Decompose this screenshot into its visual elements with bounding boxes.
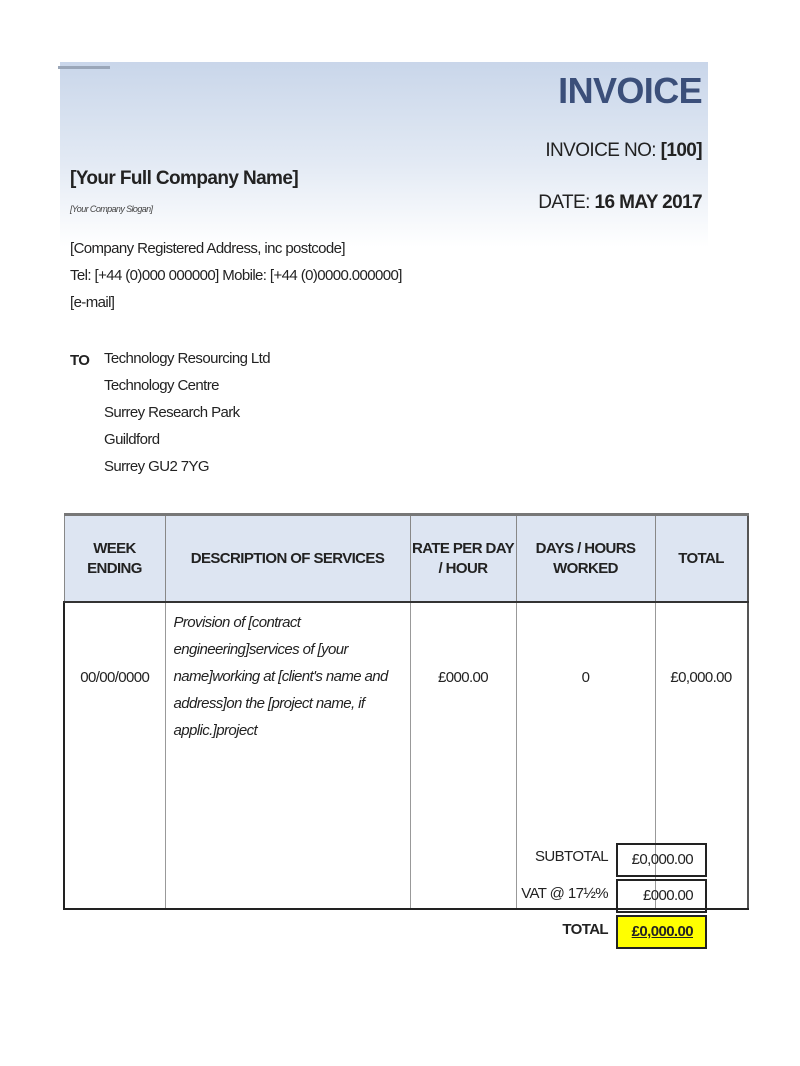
company-phone: Tel: [+44 (0)000 000000] Mobile: [+44 (0…: [70, 267, 402, 284]
cell-rate: £000.00: [409, 601, 517, 910]
col-description: DESCRIPTION OF SERVICES: [164, 513, 411, 603]
recipient-line: Technology Resourcing Ltd: [104, 350, 271, 367]
cell-days: 0: [515, 601, 656, 910]
cell-description: Provision of [contract engineering]servi…: [164, 601, 411, 910]
subtotal-label: SUBTOTAL: [535, 848, 609, 865]
company-slogan: [Your Company Slogan]: [70, 204, 153, 214]
corner-tab: [58, 66, 110, 69]
to-label: TO: [70, 352, 90, 369]
recipient-line: Guildford: [104, 431, 160, 448]
recipient-line: Surrey Research Park: [104, 404, 240, 421]
col-total: TOTAL: [654, 513, 749, 603]
date-label: DATE:: [538, 192, 590, 213]
table-header: WEEK ENDING DESCRIPTION OF SERVICES RATE…: [63, 513, 749, 603]
invoice-number-value: [100]: [660, 140, 703, 161]
col-week-ending: WEEK ENDING: [63, 513, 166, 603]
cell-total: £0,000.00: [654, 601, 749, 910]
vat-value: £000.00: [616, 879, 707, 913]
date-value: 16 MAY 2017: [594, 192, 703, 213]
invoice-number: INVOICE NO: [100]: [545, 140, 702, 162]
total-label: TOTAL: [562, 921, 608, 938]
total-value: £0,000.00: [616, 915, 707, 949]
col-days: DAYS / HOURS WORKED: [515, 513, 656, 603]
invoice-number-label: INVOICE NO:: [545, 140, 656, 161]
recipient-line: Technology Centre: [104, 377, 219, 394]
header-band: [60, 62, 708, 247]
recipient-line: Surrey GU2 7YG: [104, 458, 210, 475]
company-address: [Company Registered Address, inc postcod…: [70, 240, 346, 257]
cell-week: 00/00/0000: [63, 601, 166, 910]
company-name: [Your Full Company Name]: [70, 168, 299, 189]
table-row: 00/00/0000 Provision of [contract engine…: [63, 601, 749, 910]
invoice-date: DATE: 16 MAY 2017: [538, 192, 702, 214]
services-table: WEEK ENDING DESCRIPTION OF SERVICES RATE…: [63, 513, 749, 910]
subtotal-value: £0,000.00: [616, 843, 707, 877]
col-rate: RATE PER DAY / HOUR: [409, 513, 517, 603]
invoice-title: INVOICE: [558, 70, 702, 111]
company-email: [e-mail]: [70, 294, 115, 311]
vat-label: VAT @ 17½%: [521, 885, 608, 902]
